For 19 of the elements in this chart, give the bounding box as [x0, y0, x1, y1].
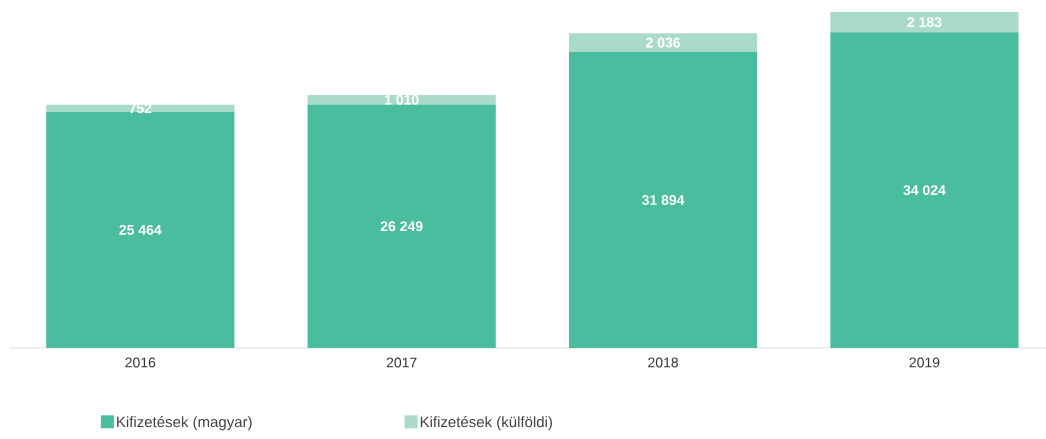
data-label: 2 036 — [646, 37, 681, 48]
legend-label: Kifizetések (magyar) — [117, 416, 252, 431]
bar — [830, 32, 1019, 348]
data-label: 25 464 — [119, 224, 162, 235]
data-label: 31 894 — [641, 195, 685, 205]
data-label: 34 024 — [903, 185, 946, 196]
bar — [307, 104, 496, 348]
bar — [568, 33, 758, 53]
bar — [830, 12, 1019, 33]
data-label: 1 010 — [385, 94, 419, 105]
legend-label: Kifizetések (külföldi) — [420, 416, 552, 431]
bar — [568, 52, 758, 348]
x-tick-label: 2016 — [125, 357, 156, 368]
x-tick-label: 2018 — [648, 357, 679, 368]
x-tick-label: 2019 — [909, 357, 940, 368]
data-label: 26 249 — [380, 221, 423, 232]
bar — [46, 104, 235, 112]
data-label: 2 183 — [907, 17, 942, 28]
x-tick-label: 2017 — [386, 357, 417, 368]
